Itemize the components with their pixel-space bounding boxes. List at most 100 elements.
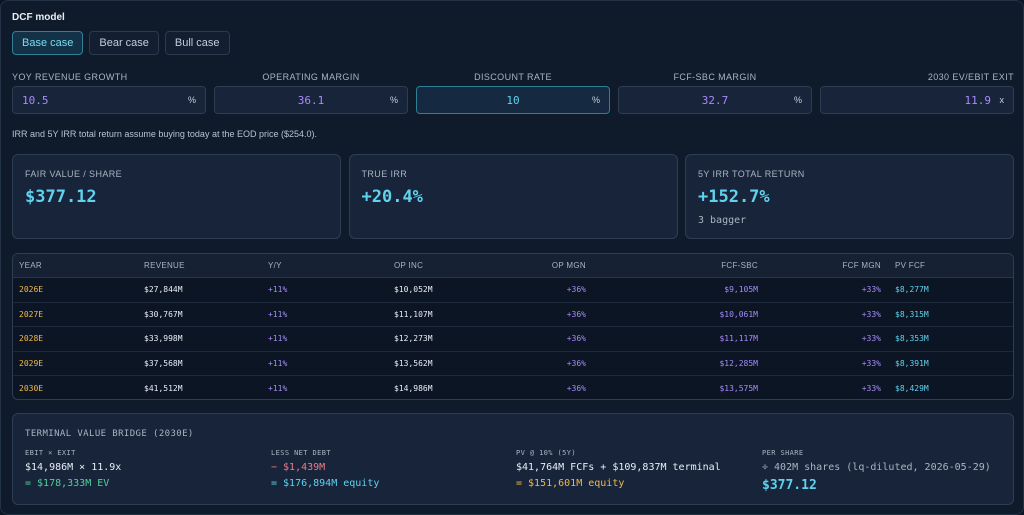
discount-rate-unit: % [591, 95, 600, 105]
exit-multiple-input[interactable]: 11.9 x [820, 86, 1014, 114]
cell-year: 2030E [19, 383, 44, 393]
input-group-operating-margin: OPERATING MARGIN 36.1 % [214, 71, 408, 114]
per-share-shares: ÷ 402M shares (lq-diluted, 2026-05-29) [762, 462, 991, 473]
bridge-net-debt: LESS NET DEBT − $1,439M = $176,894M equi… [271, 449, 379, 489]
cell-op-mgn: +36% [566, 285, 586, 295]
cell-fcf-sbc: $11,117M [719, 334, 758, 344]
cell-op-mgn: +36% [566, 383, 586, 393]
table-row: 2029E $37,568M +11% $13,562M +36% $12,28… [13, 352, 1013, 376]
irr-note: IRR and 5Y IRR total return assume buyin… [12, 129, 317, 139]
ebit-exit-ev: = $178,333M EV [25, 478, 110, 489]
discount-rate-label: DISCOUNT RATE [474, 72, 552, 82]
cell-revenue: $33,998M [144, 334, 183, 344]
bridge-per-share: PER SHARE ÷ 402M shares (lq-diluted, 202… [762, 449, 991, 493]
exit-multiple-unit: x [999, 95, 1005, 105]
cell-yoy: +11% [268, 358, 288, 368]
cell-fcf-sbc: $13,575M [719, 383, 758, 393]
projection-table: YEAR REVENUE Y/Y OP INC OP MGN FCF-SBC F… [12, 253, 1014, 400]
input-group-exit-multiple: 2030 EV/EBIT EXIT 11.9 x [820, 71, 1014, 114]
bridge-title: TERMINAL VALUE BRIDGE (2030E) [25, 429, 194, 439]
assumption-inputs: YOY REVENUE GROWTH 10.5 % OPERATING MARG… [12, 71, 1014, 114]
cell-pv-fcf: $8,277M [895, 285, 929, 295]
fair-value-card: FAIR VALUE / SHARE $377.12 [12, 154, 341, 239]
total-return-value: +152.7% [698, 187, 770, 207]
operating-margin-unit: % [389, 95, 398, 105]
terminal-value-bridge: TERMINAL VALUE BRIDGE (2030E) EBIT × EXI… [12, 413, 1014, 505]
header-pv-fcf: PV FCF [895, 261, 926, 270]
cell-yoy: +11% [268, 285, 288, 295]
true-irr-label: TRUE IRR [361, 169, 408, 179]
page-title: DCF model [12, 12, 65, 23]
present-value-calc: $41,764M FCFs + $109,837M terminal [516, 462, 721, 473]
fcf-sbc-margin-label: FCF-SBC MARGIN [673, 72, 757, 82]
input-group-fcf-sbc-margin: FCF-SBC MARGIN 32.7 % [618, 71, 812, 114]
total-return-label: 5Y IRR TOTAL RETURN [698, 169, 805, 179]
cell-yoy: +11% [268, 383, 288, 393]
cell-year: 2028E [19, 334, 44, 344]
table-row: 2027E $30,767M +11% $11,107M +36% $10,06… [13, 303, 1013, 327]
cell-year: 2027E [19, 309, 44, 319]
cell-revenue: $30,767M [144, 309, 183, 319]
header-fcf-mgn: FCF MGN [842, 261, 881, 270]
cell-fcf-sbc: $12,285M [719, 358, 758, 368]
header-year: YEAR [19, 261, 42, 270]
bridge-ebit-exit: EBIT × EXIT $14,986M × 11.9x = $178,333M… [25, 449, 121, 489]
operating-margin-input[interactable]: 36.1 % [214, 86, 408, 114]
revenue-growth-label: YOY REVENUE GROWTH [12, 72, 128, 82]
cell-pv-fcf: $8,315M [895, 309, 929, 319]
true-irr-card: TRUE IRR +20.4% [348, 154, 678, 239]
header-op-inc: OP INC [394, 261, 424, 270]
tab-base-case[interactable]: Base case [12, 31, 84, 55]
header-yoy: Y/Y [268, 261, 282, 270]
header-op-mgn: OP MGN [551, 261, 586, 270]
cell-yoy: +11% [268, 309, 288, 319]
total-return-card: 5Y IRR TOTAL RETURN +152.7% 3 bagger [685, 154, 1014, 239]
net-debt-equity: = $176,894M equity [271, 478, 380, 489]
cell-op-mgn: +36% [566, 334, 586, 344]
table-row: 2030E $41,512M +11% $14,986M +36% $13,57… [13, 376, 1013, 399]
operating-margin-value: 36.1 [297, 94, 325, 107]
cell-revenue: $41,512M [144, 383, 183, 393]
net-debt-label: LESS NET DEBT [271, 449, 331, 457]
cell-fcf-mgn: +33% [861, 383, 881, 393]
scenario-tabs: Base case Bear case Bull case [12, 31, 230, 55]
table-header: YEAR REVENUE Y/Y OP INC OP MGN FCF-SBC F… [13, 254, 1013, 278]
fcf-sbc-margin-input[interactable]: 32.7 % [618, 86, 812, 114]
cell-fcf-sbc: $9,105M [724, 285, 758, 295]
summary-cards: FAIR VALUE / SHARE $377.12 TRUE IRR +20.… [12, 154, 1014, 239]
cell-op-inc: $13,562M [394, 358, 433, 368]
cell-fcf-sbc: $10,061M [719, 309, 758, 319]
cell-pv-fcf: $8,429M [895, 383, 929, 393]
cell-op-mgn: +36% [566, 309, 586, 319]
cell-pv-fcf: $8,353M [895, 334, 929, 344]
cell-fcf-mgn: +33% [861, 334, 881, 344]
cell-op-inc: $11,107M [394, 309, 433, 319]
net-debt-value: − $1,439M [271, 462, 326, 473]
cell-fcf-mgn: +33% [861, 309, 881, 319]
cell-yoy: +11% [268, 334, 288, 344]
tab-bear-case[interactable]: Bear case [89, 31, 159, 55]
cell-year: 2029E [19, 358, 44, 368]
discount-rate-input[interactable]: 10 % [416, 86, 610, 114]
fcf-sbc-margin-unit: % [793, 95, 802, 105]
fair-value-label: FAIR VALUE / SHARE [25, 169, 123, 179]
revenue-growth-input[interactable]: 10.5 % [12, 86, 206, 114]
revenue-growth-unit: % [187, 95, 196, 105]
cell-op-inc: $10,052M [394, 285, 433, 295]
cell-op-inc: $12,273M [394, 334, 433, 344]
cell-revenue: $37,568M [144, 358, 183, 368]
cell-pv-fcf: $8,391M [895, 358, 929, 368]
fcf-sbc-margin-value: 32.7 [701, 94, 729, 107]
table-row: 2026E $27,844M +11% $10,052M +36% $9,105… [13, 278, 1013, 303]
ebit-exit-calc: $14,986M × 11.9x [25, 462, 122, 473]
operating-margin-label: OPERATING MARGIN [262, 72, 360, 82]
exit-multiple-label: 2030 EV/EBIT EXIT [927, 72, 1014, 82]
input-group-revenue-growth: YOY REVENUE GROWTH 10.5 % [12, 71, 206, 114]
ebit-exit-label: EBIT × EXIT [25, 449, 76, 457]
input-group-discount-rate: DISCOUNT RATE 10 % [416, 71, 610, 114]
cell-op-inc: $14,986M [394, 383, 433, 393]
revenue-growth-value: 10.5 [22, 94, 49, 107]
tab-bull-case[interactable]: Bull case [164, 31, 230, 55]
cell-year: 2026E [19, 285, 44, 295]
